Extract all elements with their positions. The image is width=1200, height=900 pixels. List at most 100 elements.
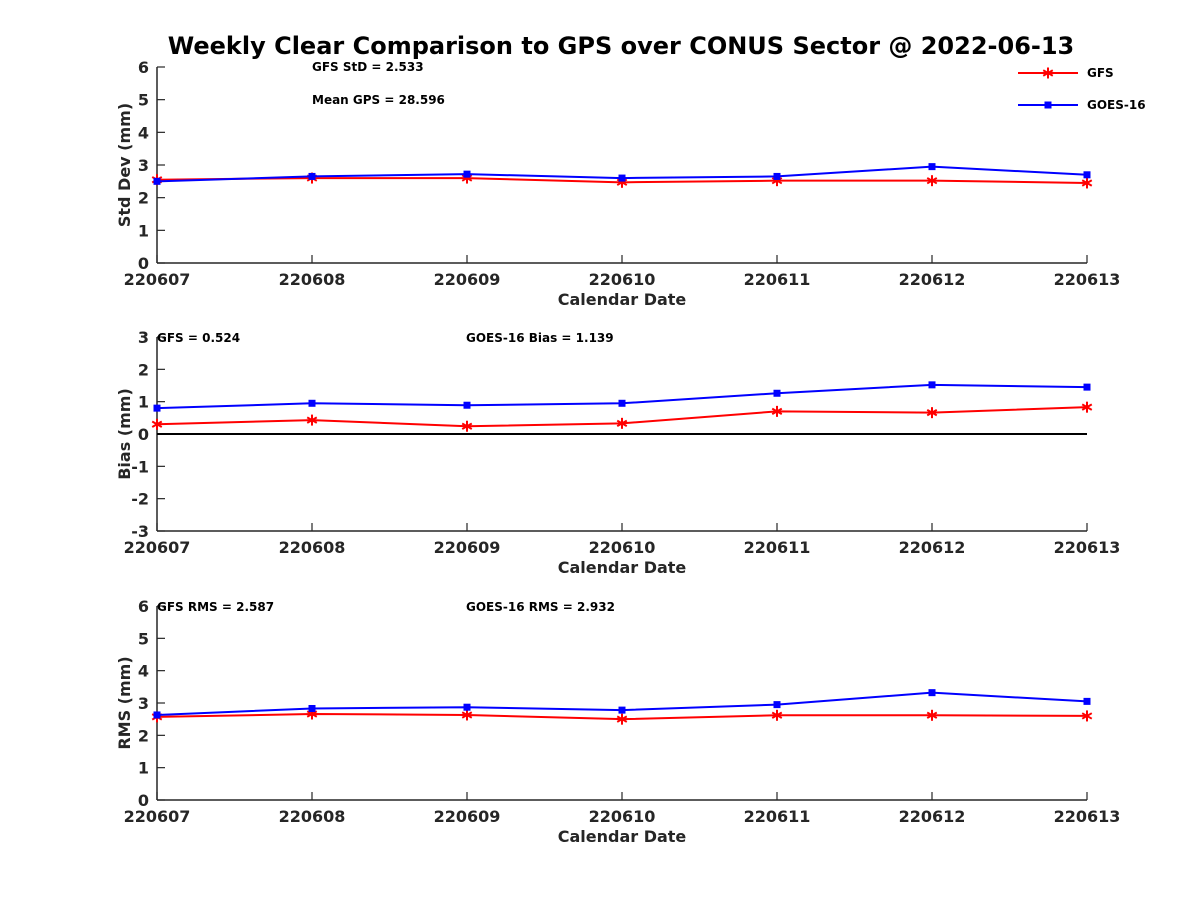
data-point — [153, 177, 161, 185]
y-tick-label: 4 — [138, 123, 149, 142]
data-point — [773, 389, 781, 397]
series-goes-16 — [153, 689, 1091, 719]
annotation: GOES-16 RMS = 2.932 — [466, 600, 615, 614]
data-point — [463, 401, 471, 409]
y-tick-label: 3 — [138, 328, 149, 347]
legend-label: GOES-16 — [1087, 98, 1146, 112]
y-tick-label: -2 — [131, 490, 149, 509]
y-axis-label: Bias (mm) — [115, 388, 134, 480]
x-tick-label: 220609 — [434, 807, 501, 826]
x-tick-label: 220608 — [279, 538, 346, 557]
x-tick-label: 220607 — [124, 270, 191, 289]
y-tick-label: 0 — [138, 791, 149, 810]
figure-title: Weekly Clear Comparison to GPS over CONU… — [168, 32, 1075, 60]
data-point — [928, 381, 936, 389]
data-point — [618, 399, 626, 407]
x-tick-label: 220610 — [589, 270, 656, 289]
y-tick-label: 2 — [138, 726, 149, 745]
data-point — [928, 163, 936, 171]
legend-marker — [1044, 101, 1052, 109]
x-tick-label: 220609 — [434, 270, 501, 289]
y-tick-label: 6 — [138, 597, 149, 616]
x-tick-label: 220610 — [589, 538, 656, 557]
series-gfs — [151, 401, 1093, 432]
data-point — [773, 701, 781, 709]
x-tick-label: 220609 — [434, 538, 501, 557]
data-point — [461, 709, 473, 721]
x-tick-label: 220607 — [124, 807, 191, 826]
y-axis-label: RMS (mm) — [115, 656, 134, 749]
x-axis-label: Calendar Date — [558, 290, 687, 309]
panel-1: 0 1 2 3 4 5 6 220607 220608 220609 220610 220611 220… — [115, 58, 1120, 309]
x-tick-label: 220611 — [744, 807, 811, 826]
data-point — [1083, 383, 1091, 391]
series-goes-16 — [153, 163, 1091, 185]
y-tick-label: 2 — [138, 360, 149, 379]
y-tick-label: 3 — [138, 694, 149, 713]
y-tick-label: 0 — [138, 254, 149, 273]
y-tick-label: 4 — [138, 662, 149, 681]
x-tick-label: 220608 — [279, 807, 346, 826]
y-tick-label: 5 — [138, 629, 149, 648]
y-tick-label: 0 — [138, 425, 149, 444]
data-point — [928, 689, 936, 697]
data-point — [616, 713, 628, 725]
data-point — [153, 404, 161, 412]
data-point — [463, 170, 471, 178]
data-point — [926, 175, 938, 187]
y-axis-label: Std Dev (mm) — [115, 103, 134, 227]
x-axis-label: Calendar Date — [558, 558, 687, 577]
data-point — [461, 420, 473, 432]
y-tick-label: 5 — [138, 91, 149, 110]
data-point — [926, 709, 938, 721]
x-tick-label: 220613 — [1054, 538, 1121, 557]
x-tick-label: 220612 — [899, 270, 966, 289]
data-point — [151, 418, 163, 430]
data-point — [1083, 171, 1091, 179]
data-point — [463, 703, 471, 711]
data-point — [308, 704, 316, 712]
x-tick-label: 220611 — [744, 270, 811, 289]
x-tick-label: 220612 — [899, 807, 966, 826]
y-tick-label: -3 — [131, 522, 149, 541]
annotation: GOES-16 Bias = 1.139 — [466, 331, 614, 345]
data-point — [618, 706, 626, 714]
x-tick-label: 220611 — [744, 538, 811, 557]
series-goes-16 — [153, 381, 1091, 412]
legend-item-gfs: GFS — [1018, 66, 1114, 80]
data-point — [1081, 401, 1093, 413]
data-point — [616, 417, 628, 429]
panel-2: -3 -2 -1 0 1 2 3 220607 220608 220609 220610 220611… — [115, 328, 1120, 577]
data-point — [618, 174, 626, 182]
annotation: GFS StD = 2.533 — [312, 60, 424, 74]
data-point — [773, 172, 781, 180]
data-point — [1081, 710, 1093, 722]
data-point — [1081, 177, 1093, 189]
legend-label: GFS — [1087, 66, 1114, 80]
data-point — [771, 405, 783, 417]
y-tick-label: 3 — [138, 156, 149, 175]
y-tick-label: 1 — [138, 221, 149, 240]
data-point — [308, 172, 316, 180]
annotation: GFS = 0.524 — [157, 331, 240, 345]
legend: GFS GOES-16 — [1018, 66, 1146, 112]
x-tick-label: 220612 — [899, 538, 966, 557]
x-axis-label: Calendar Date — [558, 827, 687, 846]
x-tick-label: 220610 — [589, 807, 656, 826]
annotation: GFS RMS = 2.587 — [157, 600, 274, 614]
panel-3: 0 1 2 3 4 5 6 220607 220608 220609 220610 220611 220… — [115, 597, 1120, 846]
data-point — [308, 399, 316, 407]
data-point — [153, 711, 161, 719]
legend-item-goes-16: GOES-16 — [1018, 98, 1146, 112]
y-tick-label: 2 — [138, 189, 149, 208]
x-tick-label: 220607 — [124, 538, 191, 557]
y-tick-label: 1 — [138, 393, 149, 412]
y-tick-label: -1 — [131, 457, 149, 476]
annotation: Mean GPS = 28.596 — [312, 93, 445, 107]
y-tick-label: 1 — [138, 759, 149, 778]
x-tick-label: 220613 — [1054, 807, 1121, 826]
data-point — [1083, 697, 1091, 705]
data-point — [926, 407, 938, 419]
x-tick-label: 220608 — [279, 270, 346, 289]
x-tick-label: 220613 — [1054, 270, 1121, 289]
